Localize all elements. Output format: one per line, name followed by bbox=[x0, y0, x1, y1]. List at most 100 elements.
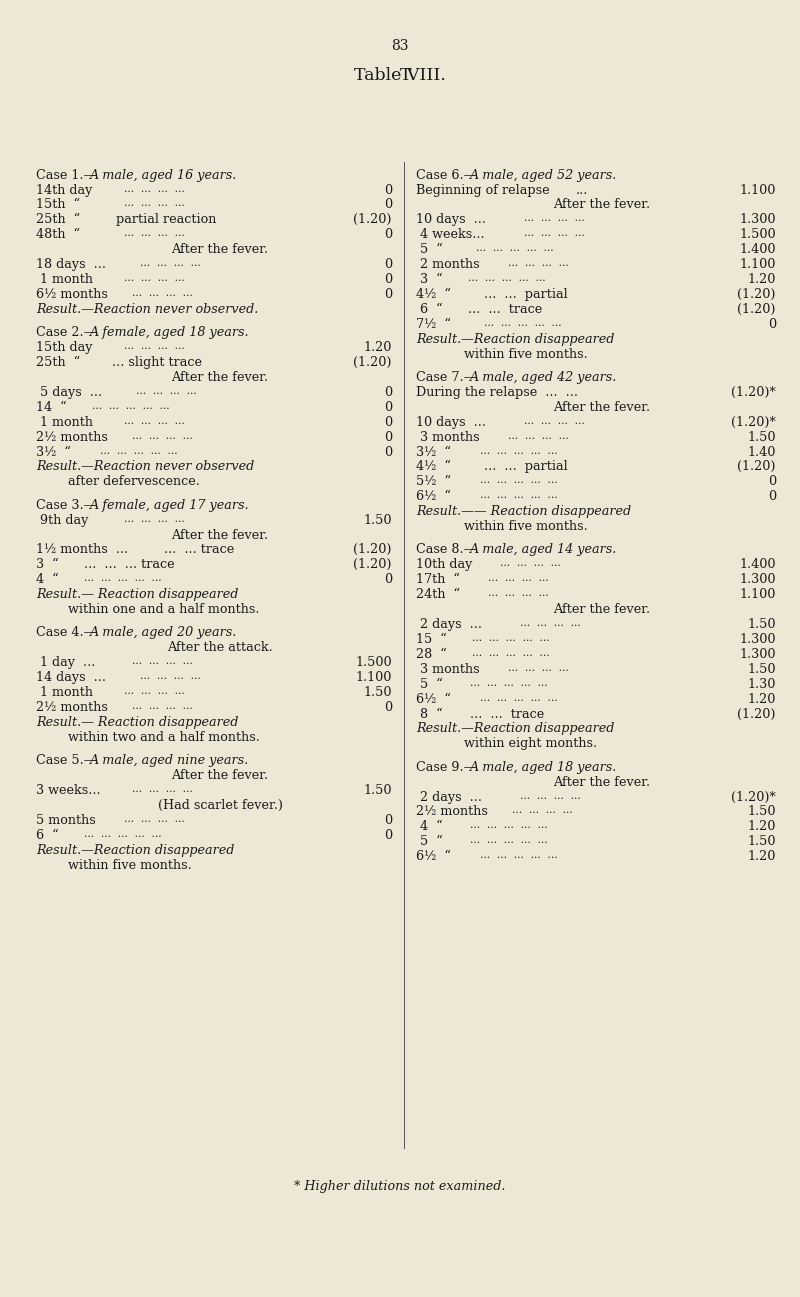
Text: 2½ months: 2½ months bbox=[36, 431, 108, 444]
Text: Beginning of relapse: Beginning of relapse bbox=[416, 183, 550, 197]
Text: ...  ...  ...  ...  ...: ... ... ... ... ... bbox=[484, 318, 562, 328]
Text: ...  ...  ...  ...: ... ... ... ... bbox=[520, 617, 581, 628]
Text: 1.400: 1.400 bbox=[739, 243, 776, 257]
Text: ...  ...  ...  ...: ... ... ... ... bbox=[136, 385, 197, 396]
Text: ...  ...  ...  ...: ... ... ... ... bbox=[508, 258, 569, 268]
Text: within eight months.: within eight months. bbox=[464, 737, 597, 751]
Text: After the fever.: After the fever. bbox=[171, 528, 269, 542]
Text: 9th day: 9th day bbox=[36, 514, 88, 527]
Text: 25th  “: 25th “ bbox=[36, 355, 80, 370]
Text: Case 1.—: Case 1.— bbox=[36, 169, 96, 182]
Text: T: T bbox=[400, 67, 411, 84]
Text: ...  ...  ...  ...  ...: ... ... ... ... ... bbox=[84, 573, 162, 584]
Text: ...  ...  ...  ...: ... ... ... ... bbox=[140, 671, 201, 681]
Text: 2 months: 2 months bbox=[416, 258, 480, 271]
Text: After the fever.: After the fever. bbox=[554, 603, 650, 616]
Text: ...  ...  ...  ...  ...: ... ... ... ... ... bbox=[84, 829, 162, 839]
Text: 0: 0 bbox=[384, 700, 392, 715]
Text: A male, aged 18 years.: A male, aged 18 years. bbox=[470, 760, 618, 774]
Text: ...  ...  ...  ...: ... ... ... ... bbox=[132, 431, 193, 441]
Text: ...  ...  ...  ...: ... ... ... ... bbox=[124, 341, 185, 351]
Text: 3 months: 3 months bbox=[416, 431, 480, 444]
Text: Result.—Reaction disappeared: Result.—Reaction disappeared bbox=[36, 843, 234, 857]
Text: 1.300: 1.300 bbox=[739, 573, 776, 586]
Text: ...  ...  ...  ...: ... ... ... ... bbox=[124, 272, 185, 283]
Text: 15  “: 15 “ bbox=[416, 633, 446, 646]
Text: 6  “: 6 “ bbox=[416, 302, 442, 316]
Text: 1.400: 1.400 bbox=[739, 558, 776, 572]
Text: 1.100: 1.100 bbox=[740, 258, 776, 271]
Text: 1.300: 1.300 bbox=[739, 633, 776, 646]
Text: ...  ...  ...  ...: ... ... ... ... bbox=[524, 415, 585, 425]
Text: 83: 83 bbox=[391, 39, 409, 53]
Text: ...  ...  trace: ... ... trace bbox=[468, 302, 542, 316]
Text: ...  ...  ...  ...  ...: ... ... ... ... ... bbox=[472, 633, 550, 643]
Text: (1.20): (1.20) bbox=[354, 213, 392, 227]
Text: 1.50: 1.50 bbox=[747, 431, 776, 444]
Text: (1.20)*: (1.20)* bbox=[731, 385, 776, 399]
Text: 0: 0 bbox=[384, 272, 392, 287]
Text: ...  ...  ...  ...: ... ... ... ... bbox=[124, 686, 185, 696]
Text: ...  ...  partial: ... ... partial bbox=[484, 460, 568, 473]
Text: 3½  “: 3½ “ bbox=[416, 445, 451, 459]
Text: 0: 0 bbox=[384, 385, 392, 399]
Text: 1.100: 1.100 bbox=[356, 671, 392, 685]
Text: After the fever.: After the fever. bbox=[171, 243, 269, 257]
Text: 1.30: 1.30 bbox=[748, 677, 776, 691]
Text: ...  ...  ...  ...: ... ... ... ... bbox=[132, 656, 193, 667]
Text: (Had scarlet fever.): (Had scarlet fever.) bbox=[158, 799, 282, 812]
Text: 15th day: 15th day bbox=[36, 341, 93, 354]
Text: partial reaction: partial reaction bbox=[116, 213, 216, 227]
Text: ...  ...  ...  ...: ... ... ... ... bbox=[132, 783, 193, 794]
Text: 5½  “: 5½ “ bbox=[416, 475, 451, 489]
Text: After the fever.: After the fever. bbox=[554, 198, 650, 211]
Text: 14th day: 14th day bbox=[36, 183, 92, 197]
Text: ...  ...  ...  ...  ...: ... ... ... ... ... bbox=[480, 445, 558, 455]
Text: 25th  “: 25th “ bbox=[36, 213, 80, 227]
Text: 1½ months  ...: 1½ months ... bbox=[36, 543, 128, 556]
Text: ...  ...  ...  ...: ... ... ... ... bbox=[488, 588, 549, 598]
Text: 0: 0 bbox=[768, 318, 776, 331]
Text: 1.100: 1.100 bbox=[740, 588, 776, 602]
Text: (1.20)*: (1.20)* bbox=[731, 790, 776, 804]
Text: 1.500: 1.500 bbox=[739, 228, 776, 241]
Text: Result.—Reaction disappeared: Result.—Reaction disappeared bbox=[416, 722, 614, 735]
Text: Case 8.—: Case 8.— bbox=[416, 543, 476, 556]
Text: 0: 0 bbox=[384, 573, 392, 586]
Text: 24th  “: 24th “ bbox=[416, 588, 460, 602]
Text: ...  ...  ...  ...  ...: ... ... ... ... ... bbox=[470, 835, 548, 846]
Text: 4  “: 4 “ bbox=[416, 820, 442, 834]
Text: ...  ...  ...  ...: ... ... ... ... bbox=[520, 790, 581, 800]
Text: 14  “: 14 “ bbox=[36, 401, 66, 414]
Text: 0: 0 bbox=[384, 228, 392, 241]
Text: 1 month: 1 month bbox=[36, 415, 93, 429]
Text: 28  “: 28 “ bbox=[416, 647, 446, 661]
Text: 0: 0 bbox=[384, 431, 392, 444]
Text: after defervescence.: after defervescence. bbox=[68, 475, 200, 489]
Text: 6½  “: 6½ “ bbox=[416, 850, 451, 864]
Text: 2½ months: 2½ months bbox=[416, 805, 488, 818]
Text: ...  ...  ...  ...: ... ... ... ... bbox=[132, 288, 193, 298]
Text: within five months.: within five months. bbox=[464, 348, 588, 361]
Text: (1.20)*: (1.20)* bbox=[731, 415, 776, 429]
Text: After the fever.: After the fever. bbox=[554, 776, 650, 789]
Text: 0: 0 bbox=[384, 813, 392, 827]
Text: 10 days  ...: 10 days ... bbox=[416, 415, 486, 429]
Text: 5 months: 5 months bbox=[36, 813, 96, 827]
Text: (1.20): (1.20) bbox=[738, 460, 776, 473]
Text: (1.20): (1.20) bbox=[738, 707, 776, 721]
Text: A male, aged 52 years.: A male, aged 52 years. bbox=[470, 169, 618, 182]
Text: 5  “: 5 “ bbox=[416, 677, 442, 691]
Text: 0: 0 bbox=[768, 475, 776, 489]
Text: 1 month: 1 month bbox=[36, 272, 93, 287]
Text: 15th  “: 15th “ bbox=[36, 198, 80, 211]
Text: ...  ...  ...  ...: ... ... ... ... bbox=[512, 805, 573, 816]
Text: ...  ...  ...  ...: ... ... ... ... bbox=[500, 558, 561, 568]
Text: A male, aged 20 years.: A male, aged 20 years. bbox=[90, 626, 238, 639]
Text: ...  ...  ...  ...: ... ... ... ... bbox=[124, 228, 185, 239]
Text: A male, aged 42 years.: A male, aged 42 years. bbox=[470, 371, 618, 384]
Text: 1.50: 1.50 bbox=[747, 617, 776, 632]
Text: 17th  “: 17th “ bbox=[416, 573, 460, 586]
Text: 1.300: 1.300 bbox=[739, 213, 776, 227]
Text: ...  ...  ...  ...  ...: ... ... ... ... ... bbox=[472, 647, 550, 658]
